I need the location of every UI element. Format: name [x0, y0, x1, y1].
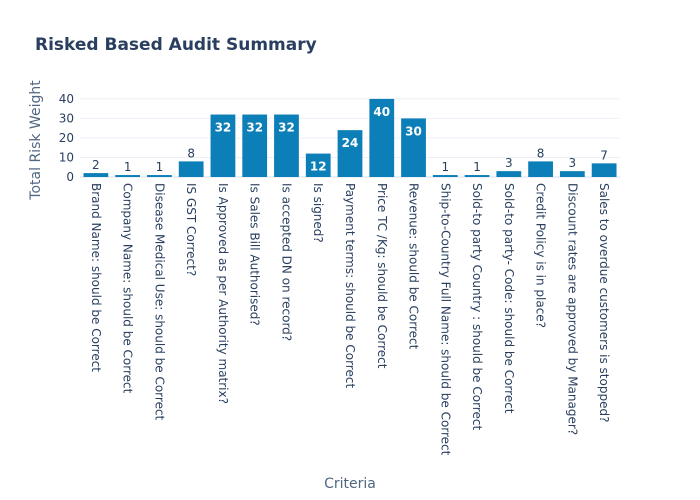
y-tick-label: 20 — [59, 131, 74, 145]
bar — [147, 175, 172, 177]
y-tick-label: 30 — [59, 111, 74, 125]
data-label: 1 — [473, 160, 481, 174]
data-label: 8 — [187, 146, 195, 160]
bar — [464, 175, 490, 177]
data-label: 32 — [278, 121, 295, 135]
bar — [337, 130, 363, 177]
x-axis-ticks: Brand Name: should be Correct Company Nam… — [89, 183, 611, 456]
bar — [178, 161, 204, 177]
x-tick-label: IS GST Correct? — [184, 183, 198, 276]
data-label: 3 — [569, 156, 577, 170]
bar — [559, 171, 585, 177]
data-label: 30 — [405, 124, 422, 138]
data-label: 24 — [342, 136, 359, 150]
x-tick-label: Sold-to party- Code: should be Correct — [502, 183, 516, 414]
bar — [369, 98, 395, 177]
x-tick-label: Sales to overdue customers is stopped? — [597, 183, 611, 422]
bar — [432, 175, 458, 177]
data-label: 1 — [441, 160, 449, 174]
x-tick-label: Discount rates are approved by Manager? — [565, 183, 579, 435]
bar — [496, 171, 522, 177]
x-tick-label: Company Name: should be Correct — [121, 183, 135, 394]
data-label: 12 — [310, 160, 327, 174]
data-label: 2 — [92, 158, 100, 172]
y-tick-label: 40 — [59, 92, 74, 106]
bar — [401, 118, 426, 177]
data-label: 7 — [600, 148, 608, 162]
bar — [242, 114, 268, 177]
x-tick-label: Is Sales Bill Authorised? — [248, 183, 262, 326]
y-axis-ticks: 0 10 20 30 40 — [59, 92, 74, 184]
bar — [210, 114, 236, 177]
x-tick-label: Is signed? — [311, 183, 325, 243]
data-label: 3 — [505, 156, 513, 170]
data-label: 32 — [215, 121, 232, 135]
data-label: 8 — [537, 146, 545, 160]
bar — [528, 161, 553, 177]
data-label: 1 — [156, 160, 164, 174]
x-tick-label: Price TC /Kg: should be Correct — [375, 183, 389, 369]
y-axis-title: Total Risk Weight — [28, 80, 44, 201]
bar — [115, 175, 141, 177]
x-tick-label: Disease Medical Use: should be Correct — [152, 183, 166, 421]
data-label: 1 — [124, 160, 132, 174]
x-tick-label: Is accepted DN on record? — [279, 183, 293, 341]
x-tick-label: Payment terms: should be Correct — [343, 183, 357, 388]
data-label: 32 — [246, 121, 263, 135]
bar — [305, 153, 331, 177]
x-tick-label: Credit Policy is in place? — [534, 183, 548, 328]
x-tick-label: Brand Name: should be Correct — [89, 183, 103, 372]
x-tick-label: Is Approved as per Authority matrix? — [216, 183, 230, 404]
y-tick-label: 0 — [66, 170, 74, 184]
x-tick-label: Ship-to-Country Full Name: should be Cor… — [438, 183, 452, 456]
x-tick-label: Revenue: should be Correct — [407, 183, 421, 350]
x-tick-label: Sold-to party Country : should be Correc… — [470, 183, 484, 430]
chart-title: Risked Based Audit Summary — [35, 35, 317, 55]
x-axis-title: Criteria — [324, 476, 376, 492]
data-label: 40 — [373, 105, 390, 119]
bar — [591, 163, 617, 177]
bar — [83, 173, 109, 177]
y-tick-label: 10 — [59, 150, 74, 164]
bar — [274, 114, 299, 177]
